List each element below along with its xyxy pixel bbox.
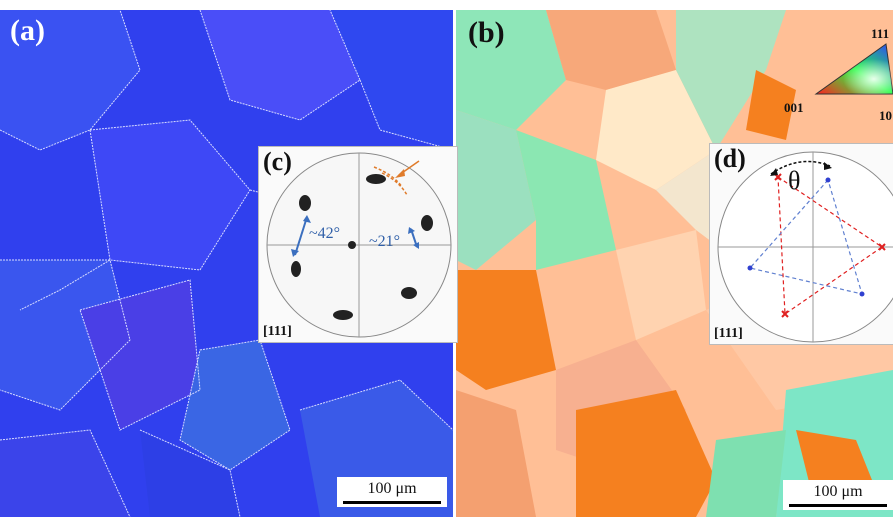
panel-a-label: (a) bbox=[10, 14, 45, 47]
schematic-d bbox=[717, 151, 893, 343]
inset-c-direction: [111] bbox=[263, 324, 292, 339]
ipf-color-key bbox=[814, 43, 893, 95]
theta-symbol: θ bbox=[788, 166, 801, 195]
scale-bar-b-text: 100 μm bbox=[813, 483, 863, 500]
scale-bar-a: 100 μm bbox=[337, 477, 447, 507]
inset-d-direction: [111] bbox=[714, 326, 743, 341]
inset-c-label: (c) bbox=[263, 147, 292, 176]
pole-figure-inset-c: (c) ~42° ~21° [111] bbox=[258, 146, 458, 343]
ipf-001-label: 001 bbox=[784, 100, 804, 115]
angle-21-label: ~21° bbox=[369, 233, 401, 250]
ipf-101-label: 10 bbox=[879, 108, 892, 123]
scale-bar-a-line bbox=[343, 501, 441, 504]
panel-b-label: (b) bbox=[468, 16, 505, 49]
inset-d-label: (d) bbox=[714, 144, 746, 173]
scale-bar-b: 100 μm bbox=[783, 480, 893, 510]
schematic-inset-d: (d) θ [111] bbox=[709, 143, 893, 345]
scale-bar-a-text: 100 μm bbox=[367, 480, 417, 497]
angle-42-label: ~42° bbox=[309, 225, 341, 242]
ipf-111-label: 111 bbox=[871, 26, 890, 41]
scale-bar-b-line bbox=[789, 504, 887, 507]
pole-figure-c bbox=[266, 152, 452, 338]
